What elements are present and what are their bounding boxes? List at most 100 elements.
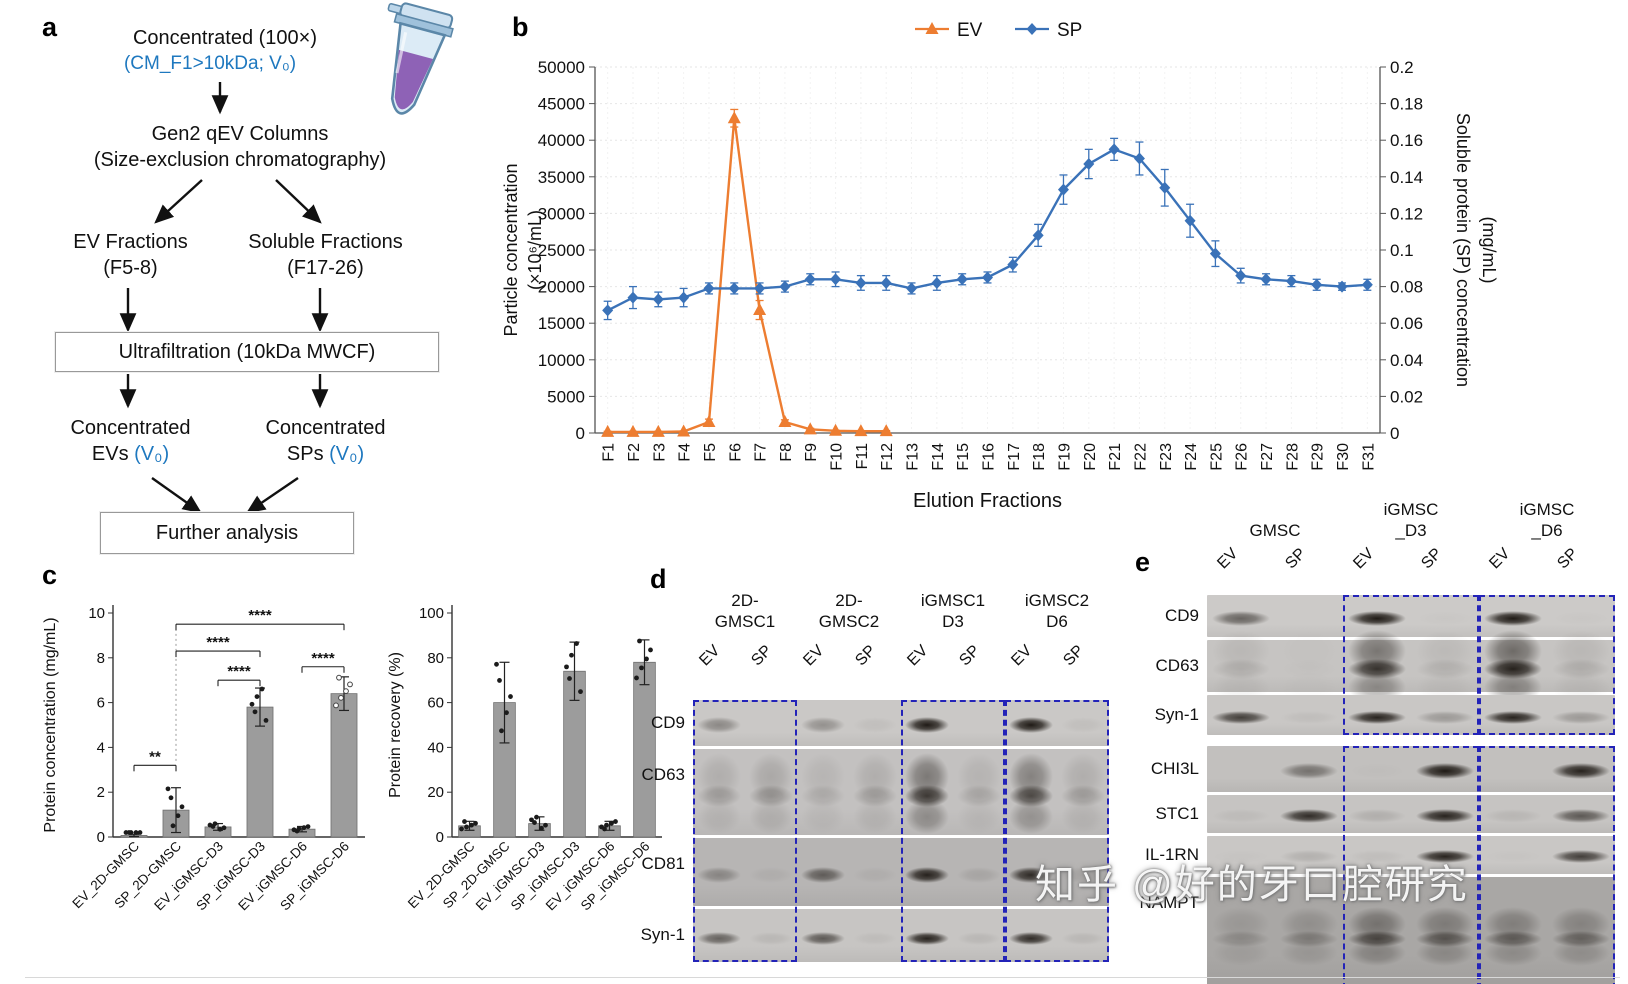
panel-c-label: c: [42, 560, 58, 590]
blot-strip-cd63: [1207, 629, 1615, 703]
right-axis-title: Soluble protein (SP) concentration: [1453, 113, 1473, 387]
blot-strip-syn-1: [1207, 695, 1615, 735]
blot-band: [1211, 658, 1271, 679]
bottom-rule: [25, 977, 1620, 978]
svg-text:5000: 5000: [547, 387, 585, 406]
svg-text:F11: F11: [854, 443, 871, 469]
blot-band: [696, 931, 742, 945]
blot-band: [1347, 710, 1407, 724]
blot-band: [904, 867, 950, 884]
blot-band: [956, 798, 1002, 834]
western-blot-panel-d: d 2D- GMSC1 2D- GMSC2 iGMSC1 D3 iGMSC2 D6 EV SP EV…: [641, 560, 1125, 984]
svg-text:15000: 15000: [538, 314, 585, 333]
svg-text:0: 0: [1390, 424, 1399, 443]
svg-text:F12: F12: [879, 443, 896, 471]
tube-icon: [387, 2, 454, 115]
blot-band: [1060, 798, 1106, 834]
lane-label-ev: EV: [695, 642, 723, 670]
blot-band: [1347, 930, 1407, 947]
svg-text:0: 0: [97, 829, 105, 846]
blot-band: [1060, 753, 1106, 800]
svg-text:F31: F31: [1360, 443, 1377, 471]
blot-band: [1415, 710, 1475, 724]
blot-band: [1279, 850, 1339, 864]
svg-text:8: 8: [97, 650, 105, 667]
y-axis-title: Protein concentration (mg/mL): [42, 617, 59, 832]
svg-text:F2: F2: [626, 443, 643, 462]
group-header-2D-GMSC2: 2D- GMSC2: [818, 591, 880, 631]
blot-band: [1347, 850, 1407, 864]
blot-band: [1415, 658, 1475, 679]
svg-text:F17: F17: [1006, 443, 1023, 471]
blot-band: [1483, 710, 1543, 724]
blot-band: [1483, 808, 1543, 823]
blot-band: [1008, 717, 1054, 734]
svg-text:0.02: 0.02: [1390, 387, 1423, 406]
blot-band: [1279, 940, 1339, 966]
blot-band: [1211, 930, 1271, 947]
blot-row-label-nampt: NAMPT: [1139, 893, 1200, 912]
svg-text:0.12: 0.12: [1390, 204, 1423, 223]
svg-text:F23: F23: [1158, 443, 1175, 471]
blot-band: [800, 753, 846, 800]
blot-strip-stc1: [1207, 795, 1615, 833]
blot-band: [1483, 907, 1543, 941]
svg-text:F27: F27: [1259, 443, 1276, 471]
svg-text:(mg/mL): (mg/mL): [1479, 217, 1499, 284]
blot-band: [956, 753, 1002, 800]
significance-marker: ****: [227, 663, 251, 680]
svg-text:30000: 30000: [538, 204, 585, 223]
blot-band: [1211, 610, 1271, 626]
blot-band: [1211, 629, 1271, 672]
blot-band: [1551, 629, 1611, 672]
blot-strip-il-1rn: [1207, 836, 1615, 874]
svg-text:(×10⁶/mL): (×10⁶/mL): [525, 210, 545, 290]
svg-text:0.04: 0.04: [1390, 351, 1423, 370]
blot-band: [1211, 907, 1271, 941]
blot-band: [1347, 907, 1407, 941]
blot-band: [1347, 629, 1407, 672]
blot-band: [904, 785, 950, 808]
blot-band: [800, 785, 846, 808]
blot-band: [1483, 930, 1543, 947]
panel-d-label: d: [650, 564, 667, 594]
blot-band: [696, 798, 742, 834]
svg-text:45000: 45000: [538, 95, 585, 114]
svg-text:35000: 35000: [538, 168, 585, 187]
blot-band: [1483, 610, 1543, 626]
blot-row-label-cd63: CD63: [1155, 656, 1199, 675]
svg-text:F29: F29: [1310, 443, 1327, 471]
flow-node-soluble-fractions-range: (F17-26): [287, 257, 364, 279]
group-header-iGMSC1D3: iGMSC1 D3: [920, 591, 986, 631]
blot-band: [1347, 940, 1407, 966]
flow-node-concentrated: Concentrated (100×): [132, 27, 317, 49]
flow-node-ev-fractions-range: (F5-8): [103, 257, 158, 279]
blot-band: [1551, 930, 1611, 947]
conc-ev-v0: (V₀): [134, 443, 170, 465]
blot-strip-cd9: [1207, 595, 1615, 637]
blot-band: [1551, 610, 1611, 626]
flow-arrows: [119, 82, 329, 514]
blot-band: [1211, 808, 1271, 823]
svg-text:0: 0: [576, 424, 585, 443]
blot-band: [748, 867, 794, 884]
blot-band: [696, 867, 742, 884]
blot-row-label-cd9: CD9: [1164, 606, 1199, 625]
blot-band: [1551, 763, 1611, 780]
svg-text:F8: F8: [778, 443, 795, 462]
x-axis-title: Elution Fractions: [913, 490, 1062, 512]
blot-band: [1347, 610, 1407, 626]
svg-text:F1: F1: [601, 443, 618, 462]
blot-row-label-syn-1: Syn-1: [640, 925, 685, 944]
svg-text:F22: F22: [1132, 443, 1149, 471]
blot-band: [1060, 931, 1106, 945]
blot-band: [1551, 907, 1611, 941]
blot-band: [800, 867, 846, 884]
blot-band: [852, 867, 898, 884]
significance-marker: ****: [248, 607, 272, 624]
panel-e-label: e: [1135, 547, 1151, 577]
svg-text:0.16: 0.16: [1390, 131, 1423, 150]
blot-band: [1483, 940, 1543, 966]
group-header-iGMSC_D6: iGMSC _D6: [1519, 500, 1575, 540]
